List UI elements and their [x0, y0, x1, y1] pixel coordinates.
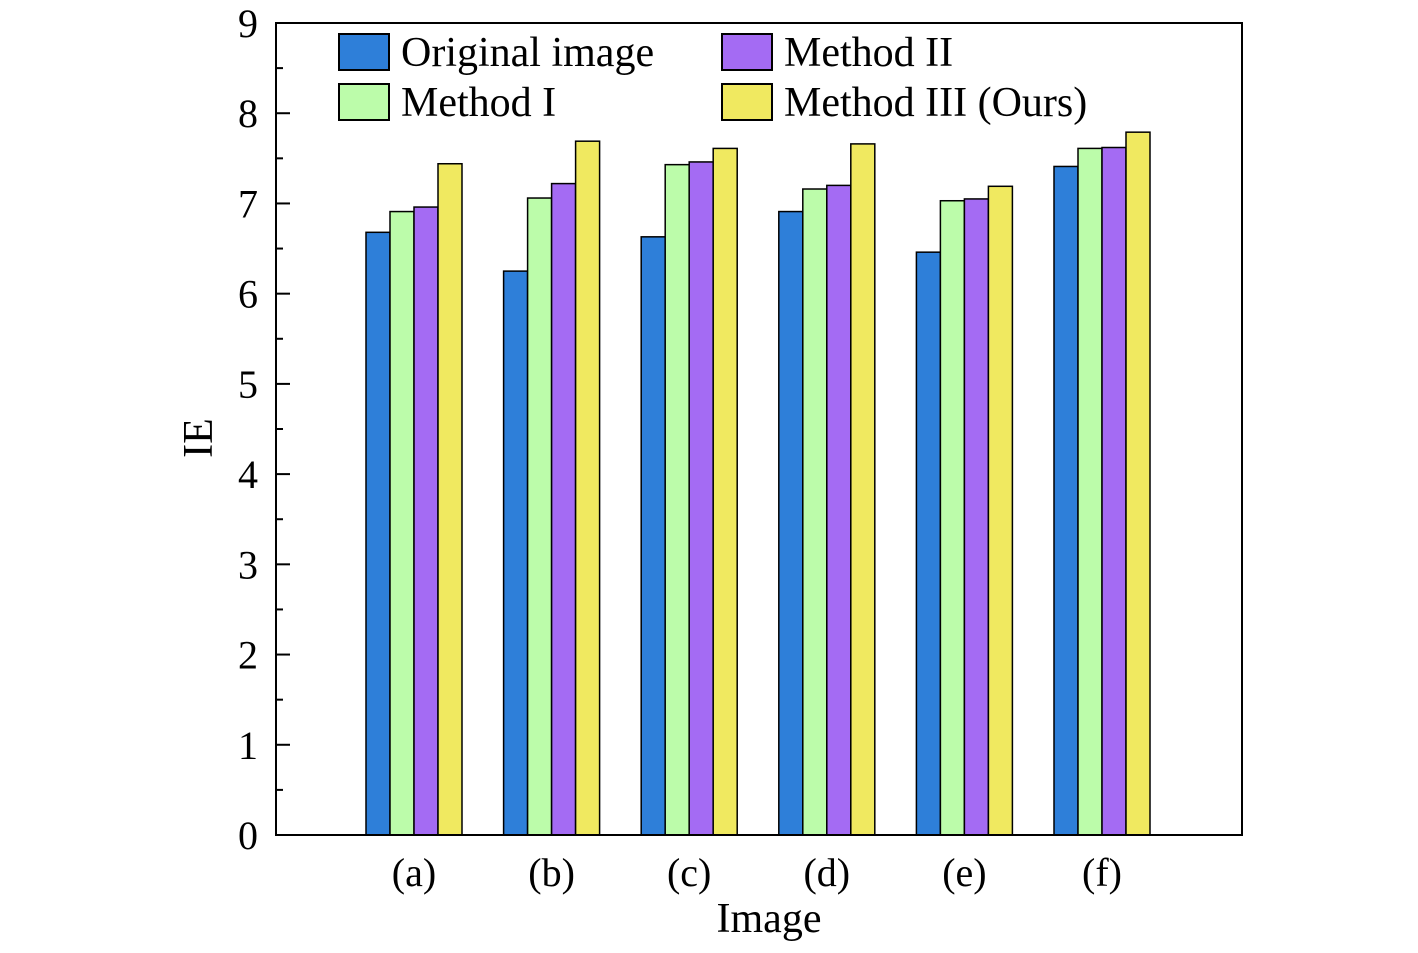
bar-2-3 — [664, 163, 690, 836]
bar-3-4 — [826, 184, 852, 836]
legend-label-1: Original image — [401, 30, 654, 76]
y-tick-label: 4 — [238, 452, 258, 497]
y-tick-label: 8 — [238, 91, 258, 136]
y-tick-label: 6 — [238, 272, 258, 317]
bar-4-5 — [987, 185, 1014, 836]
y-tick-label: 2 — [238, 633, 258, 678]
bars-layer — [365, 131, 1151, 836]
y-tick-label: 1 — [238, 723, 258, 768]
bar-4-6 — [1125, 131, 1151, 836]
y-axis-ticks: 0 1 2 3 4 5 6 7 8 9 — [238, 1, 290, 858]
bar-3-3 — [688, 161, 714, 836]
bar-3-1 — [413, 206, 439, 836]
bar-1-5 — [915, 251, 942, 836]
bar-4-4 — [850, 143, 876, 836]
bar-3-6 — [1101, 146, 1127, 836]
x-tick-label: (c) — [667, 850, 711, 895]
bar-3-2 — [550, 182, 577, 836]
y-axis-title: IE — [176, 418, 222, 458]
x-tick-label: (d) — [803, 850, 850, 895]
y-tick-label: 9 — [238, 1, 258, 46]
bar-2-4 — [802, 188, 828, 836]
x-tick-label: (b) — [528, 850, 575, 895]
legend-label-3: Method II — [784, 30, 953, 76]
legend-swatch-1 — [338, 33, 390, 71]
bar-4-2 — [574, 140, 601, 836]
bar-1-6 — [1053, 165, 1079, 836]
bar-2-5 — [939, 199, 966, 836]
bar-2-2 — [526, 197, 553, 836]
y-tick-label: 7 — [238, 181, 258, 226]
x-tick-label: (f) — [1082, 850, 1122, 895]
bar-3-5 — [963, 198, 990, 836]
legend-swatch-2 — [338, 83, 390, 121]
bar-2-6 — [1077, 147, 1103, 836]
bar-1-2 — [502, 270, 529, 836]
x-axis-title: Image — [717, 896, 822, 942]
legend-label-2: Method I — [401, 80, 556, 126]
bar-2-1 — [389, 210, 415, 836]
x-tick-label: (a) — [392, 850, 436, 895]
bar-1-4 — [778, 210, 804, 836]
y-tick-label: 0 — [238, 813, 258, 858]
x-axis-ticks: (a) (b) (c) (d) (e) (f) — [392, 850, 1122, 895]
y-tick-label: 3 — [238, 542, 258, 587]
x-tick-label: (e) — [942, 850, 986, 895]
bar-4-1 — [437, 162, 463, 836]
legend-swatch-4 — [721, 83, 773, 121]
legend-swatch-3 — [721, 33, 773, 71]
bar-1-1 — [365, 231, 391, 836]
y-tick-label: 5 — [238, 362, 258, 407]
bar-1-3 — [640, 236, 666, 836]
legend-label-4: Method III (Ours) — [784, 80, 1087, 126]
bar-4-3 — [712, 147, 738, 836]
